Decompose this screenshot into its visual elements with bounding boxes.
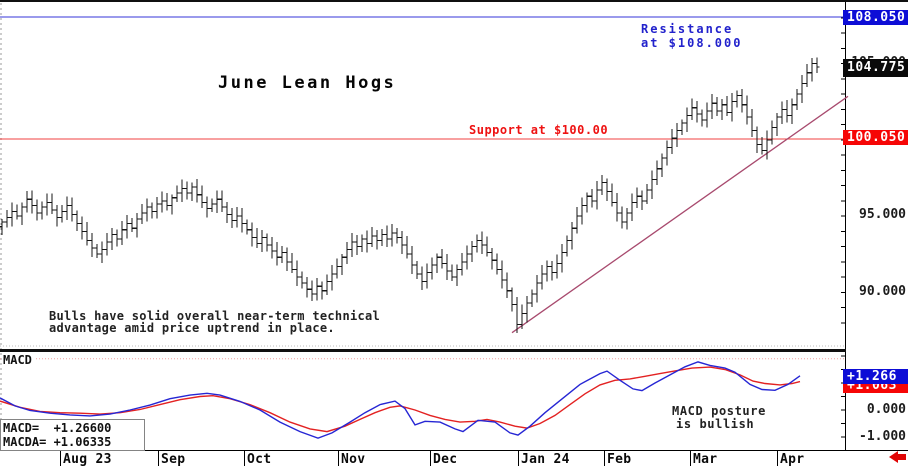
price-badge-100.050: 100.050 (843, 129, 908, 145)
macd-posture-line2: is bullish (676, 417, 755, 431)
price-scale-tick-95.000: 95.000 (859, 207, 906, 222)
x-axis-label-nov: Nov (341, 452, 366, 467)
resistance-annotation-line2: at $108.000 (641, 36, 743, 50)
macd-value-line: MACD= +1.26600 (3, 421, 112, 435)
x-axis-label-sep: Sep (161, 452, 186, 467)
chart-title: June Lean Hogs (218, 73, 397, 93)
resistance-annotation-line1: Resistance (641, 22, 734, 36)
support-annotation: Support at $100.00 (469, 123, 609, 137)
x-axis-label-apr: Apr (780, 452, 805, 467)
macd-value-readout-box: MACD= +1.26600 MACDA= +1.06335 (0, 419, 145, 451)
x-axis-label-oct: Oct (247, 452, 272, 467)
price-badge-+1.266: +1.266 (843, 368, 908, 384)
macda-value-line: MACDA= +1.06335 (3, 435, 112, 449)
commentary-line2: advantage amid price uptrend in place. (49, 321, 335, 335)
x-axis-label-jan24: Jan 24 (521, 452, 570, 467)
price-scale-tick-90.000: 90.000 (859, 284, 906, 299)
ohlc-price-bars (0, 57, 820, 333)
commentary-line1: Bulls have solid overall near-term techn… (49, 309, 381, 323)
month-separator-ticks (60, 450, 778, 466)
macd-scale-tick-0.000: 0.000 (866, 402, 906, 417)
macd-signal-line (0, 366, 801, 433)
x-axis-label-feb: Feb (607, 452, 632, 467)
macd-posture-line1: MACD posture (672, 404, 766, 418)
x-axis-label-mar: Mar (693, 452, 718, 467)
uptrend-trendline (511, 95, 849, 334)
x-axis-label-dec: Dec (433, 452, 458, 467)
price-macd-panel-divider (0, 349, 846, 352)
macd-scale-tick--1.000: -1.000 (859, 429, 906, 444)
scroll-left-arrow[interactable] (889, 451, 907, 463)
x-axis-label-aug23: Aug 23 (63, 452, 112, 467)
price-badge-104.775: 104.775 (843, 59, 908, 77)
scroll-left-arrow-tail (897, 454, 906, 460)
macd-line (0, 361, 801, 439)
price-badge-108.050: 108.050 (843, 9, 908, 25)
top-border (0, 0, 908, 2)
macd-panel-label: MACD (2, 353, 35, 367)
scroll-left-arrow-head (889, 451, 898, 463)
